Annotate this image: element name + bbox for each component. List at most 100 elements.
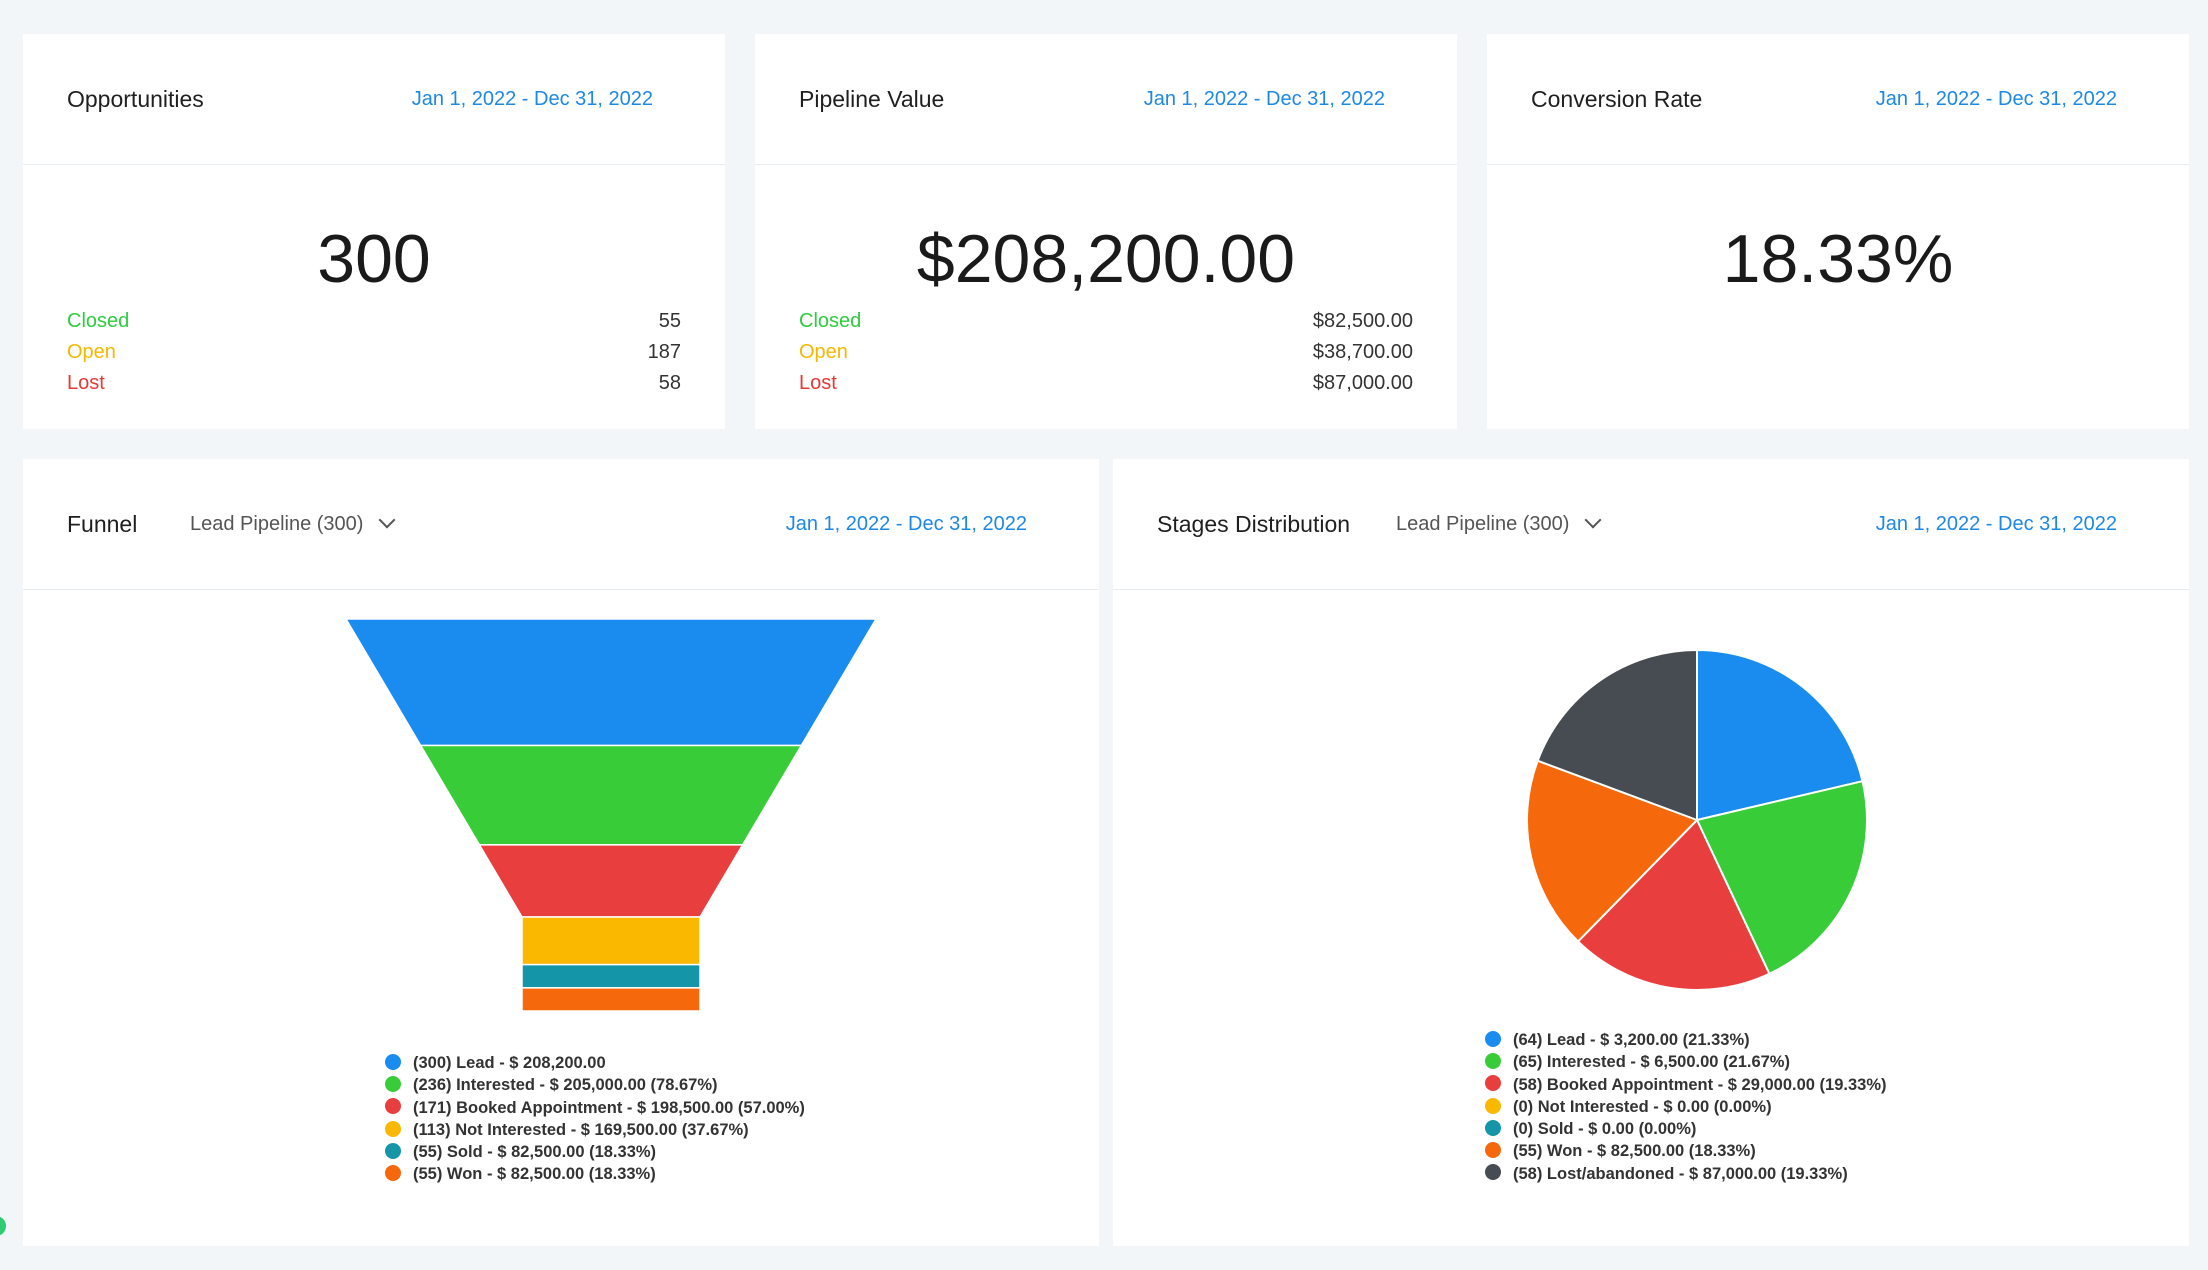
funnel-segment-interested[interactable] xyxy=(419,744,803,846)
legend-dot-icon xyxy=(385,1165,401,1182)
pie-slice-lead[interactable] xyxy=(1696,648,1864,822)
legend-dot-icon xyxy=(1485,1075,1501,1092)
card-header: Funnel Lead Pipeline (300) Jan 1, 2022 -… xyxy=(23,459,1099,590)
stat-value: 58 xyxy=(658,372,681,394)
legend-dot-icon xyxy=(385,1053,401,1070)
stat-row-lost: Lost $87,000.00 xyxy=(799,368,1413,398)
pipeline-value-card: Pipeline Value Jan 1, 2022 - Dec 31, 202… xyxy=(755,34,1457,429)
stages-legend-item[interactable]: (58) Lost/abandoned - $ 87,000.00 (19.33… xyxy=(1485,1163,1887,1185)
legend-label: (0) Sold - $ 0.00 (0.00%) xyxy=(1513,1120,1697,1139)
legend-dot-icon xyxy=(1485,1164,1501,1181)
funnel-legend-item[interactable]: (300) Lead - $ 208,200.00 xyxy=(385,1052,805,1074)
funnel-legend-item[interactable]: (113) Not Interested - $ 169,500.00 (37.… xyxy=(385,1119,805,1141)
pie-slice-won[interactable] xyxy=(1526,759,1699,943)
funnel-legend-item[interactable]: (236) Interested - $ 205,000.00 (78.67%) xyxy=(385,1074,805,1096)
date-range-picker[interactable]: Jan 1, 2022 - Dec 31, 2022 xyxy=(1875,513,2117,535)
legend-dot-icon xyxy=(385,1142,401,1159)
funnel-legend-item[interactable]: (55) Won - $ 82,500.00 (18.33%) xyxy=(385,1163,805,1185)
stat-label: Open xyxy=(799,341,848,363)
legend-label: (300) Lead - $ 208,200.00 xyxy=(413,1054,606,1072)
funnel-segment-not-interested[interactable] xyxy=(521,916,701,966)
stages-legend-item[interactable]: (64) Lead - $ 3,200.00 (21.33%) xyxy=(1485,1029,1887,1051)
legend-label: (55) Sold - $ 82,500.00 (18.33%) xyxy=(413,1143,657,1162)
card-title: Opportunities xyxy=(67,86,204,112)
date-range-picker[interactable]: Jan 1, 2022 - Dec 31, 2022 xyxy=(411,88,653,110)
card-title: Stages Distribution xyxy=(1157,511,1351,537)
legend-dot-icon xyxy=(1485,1030,1501,1047)
opportunities-total: 300 xyxy=(317,221,431,297)
card-title: Conversion Rate xyxy=(1531,86,1703,112)
funnel-chart xyxy=(345,619,877,1012)
stages-distribution-card: Stages Distribution Lead Pipeline (300) … xyxy=(1113,459,2189,1246)
legend-label: (58) Booked Appointment - $ 29,000.00 (1… xyxy=(1513,1075,1887,1094)
stages-legend-item[interactable]: (65) Interested - $ 6,500.00 (21.67%) xyxy=(1485,1051,1887,1073)
conversion-rate-card: Conversion Rate Jan 1, 2022 - Dec 31, 20… xyxy=(1487,34,2189,429)
pie-slice-booked-appointment[interactable] xyxy=(1576,818,1771,991)
stat-row-open: Open 187 xyxy=(67,337,681,367)
stat-row-open: Open $38,700.00 xyxy=(799,337,1413,367)
conversion-rate-value: 18.33% xyxy=(1722,221,1954,297)
stat-value: $82,500.00 xyxy=(1312,310,1413,332)
stat-row-closed: Closed $82,500.00 xyxy=(799,306,1413,336)
pipeline-dropdown-label: Lead Pipeline (300) xyxy=(190,513,364,535)
pipeline-value-total: $208,200.00 xyxy=(916,221,1296,297)
legend-label: (64) Lead - $ 3,200.00 (21.33%) xyxy=(1513,1031,1750,1049)
stages-legend-item[interactable]: (0) Not Interested - $ 0.00 (0.00%) xyxy=(1485,1096,1887,1118)
legend-label: (55) Won - $ 82,500.00 (18.33%) xyxy=(413,1165,656,1184)
pie-slice-lost-abandoned[interactable] xyxy=(1536,648,1698,822)
stat-row-lost: Lost 58 xyxy=(67,368,681,398)
funnel-card: Funnel Lead Pipeline (300) Jan 1, 2022 -… xyxy=(23,459,1099,1246)
stages-legend: (64) Lead - $ 3,200.00 (21.33%) (65) Inte… xyxy=(1485,1029,1887,1185)
stat-value: 55 xyxy=(658,310,681,332)
legend-label: (65) Interested - $ 6,500.00 (21.67%) xyxy=(1513,1053,1790,1072)
pie-slice-interested[interactable] xyxy=(1695,779,1868,976)
legend-dot-icon xyxy=(1485,1119,1501,1136)
stages-legend-item[interactable]: (55) Won - $ 82,500.00 (18.33%) xyxy=(1485,1140,1887,1162)
stages-pie-chart xyxy=(1526,648,1868,991)
legend-label: (58) Lost/abandoned - $ 87,000.00 (19.33… xyxy=(1513,1164,1848,1183)
card-header: Stages Distribution Lead Pipeline (300) … xyxy=(1113,459,2189,590)
funnel-segment-won[interactable] xyxy=(521,987,701,1012)
funnel-segment-lead[interactable] xyxy=(345,619,877,747)
funnel-segment-sold[interactable] xyxy=(521,963,701,989)
stat-row-closed: Closed 55 xyxy=(67,306,681,336)
legend-label: (55) Won - $ 82,500.00 (18.33%) xyxy=(1513,1142,1756,1161)
stages-legend-item[interactable]: (58) Booked Appointment - $ 29,000.00 (1… xyxy=(1485,1074,1887,1096)
legend-label: (113) Not Interested - $ 169,500.00 (37.… xyxy=(413,1120,749,1139)
stat-label: Lost xyxy=(67,372,105,394)
chevron-down-icon xyxy=(1584,511,1602,529)
stat-value: $38,700.00 xyxy=(1312,341,1413,363)
pipeline-dropdown-label: Lead Pipeline (300) xyxy=(1396,513,1570,535)
legend-label: (171) Booked Appointment - $ 198,500.00 … xyxy=(413,1098,805,1117)
stat-label: Open xyxy=(67,341,116,363)
stat-value: $87,000.00 xyxy=(1312,372,1413,394)
stages-legend-item[interactable]: (0) Sold - $ 0.00 (0.00%) xyxy=(1485,1118,1887,1140)
card-title: Funnel xyxy=(67,511,138,537)
legend-label: (236) Interested - $ 205,000.00 (78.67%) xyxy=(413,1076,718,1095)
legend-dot-icon xyxy=(1485,1097,1501,1114)
stat-label: Closed xyxy=(799,310,862,332)
opportunities-card: Opportunities Jan 1, 2022 - Dec 31, 2022… xyxy=(23,34,725,429)
card-title: Pipeline Value xyxy=(799,86,945,112)
card-header: Pipeline Value Jan 1, 2022 - Dec 31, 202… xyxy=(755,34,1457,165)
legend-dot-icon xyxy=(385,1075,401,1092)
chevron-down-icon xyxy=(378,511,396,529)
funnel-segment-booked-appointment[interactable] xyxy=(478,844,744,918)
funnel-legend-item[interactable]: (55) Sold - $ 82,500.00 (18.33%) xyxy=(385,1141,805,1163)
legend-dot-icon xyxy=(1485,1052,1501,1069)
funnel-legend-item[interactable]: (171) Booked Appointment - $ 198,500.00 … xyxy=(385,1097,805,1119)
pipeline-dropdown[interactable]: Lead Pipeline (300) xyxy=(1396,509,1602,539)
legend-label: (0) Not Interested - $ 0.00 (0.00%) xyxy=(1513,1097,1772,1116)
stat-value: 187 xyxy=(647,341,681,363)
funnel-legend: (300) Lead - $ 208,200.00 (236) Intereste… xyxy=(385,1052,805,1186)
date-range-picker[interactable]: Jan 1, 2022 - Dec 31, 2022 xyxy=(1143,88,1385,110)
stat-label: Lost xyxy=(799,372,837,394)
pipeline-dropdown[interactable]: Lead Pipeline (300) xyxy=(190,509,396,539)
card-header: Opportunities Jan 1, 2022 - Dec 31, 2022 xyxy=(23,34,725,165)
legend-dot-icon xyxy=(385,1098,401,1115)
date-range-picker[interactable]: Jan 1, 2022 - Dec 31, 2022 xyxy=(1875,88,2117,110)
date-range-picker[interactable]: Jan 1, 2022 - Dec 31, 2022 xyxy=(785,513,1027,535)
card-header: Conversion Rate Jan 1, 2022 - Dec 31, 20… xyxy=(1487,34,2189,165)
legend-dot-icon xyxy=(385,1120,401,1137)
legend-dot-icon xyxy=(1485,1142,1501,1159)
